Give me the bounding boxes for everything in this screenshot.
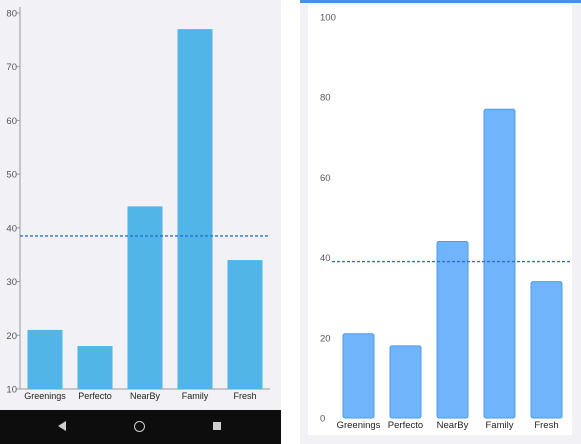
bar — [342, 333, 375, 419]
nav-recents-button[interactable] — [197, 410, 237, 444]
x-tick-label: NearBy — [437, 420, 469, 431]
x-tick-label: NearBy — [130, 391, 161, 401]
y-tick-label: 10 — [6, 385, 17, 396]
bar — [127, 206, 163, 389]
x-tick-label: Fresh — [534, 420, 558, 431]
bar — [483, 108, 516, 419]
nav-home-button[interactable] — [120, 410, 160, 444]
y-tick-label: 20 — [320, 333, 331, 344]
y-tick-label: 30 — [6, 277, 17, 288]
nav-back-button[interactable] — [43, 410, 83, 444]
chart-card: 0 20 40 60 80 100 Greenings Perfecto NearBy Famil… — [308, 5, 572, 435]
y-tick-label: 50 — [6, 170, 17, 181]
recents-square-icon — [213, 422, 221, 430]
android-nav-bar — [0, 410, 281, 444]
y-tick-label: 0 — [320, 414, 325, 425]
right-screen: 0 20 40 60 80 100 Greenings Perfecto NearBy Famil… — [300, 0, 581, 444]
x-tick-label: Perfecto — [78, 391, 112, 401]
bar — [389, 345, 422, 419]
left-bar-chart: 10 20 30 40 50 60 70 80 Greenings Perfecto NearBy F… — [6, 7, 270, 401]
right-bar-chart: 0 20 40 60 80 100 Greenings Perfecto NearBy Famil… — [320, 13, 570, 431]
y-tick-label: 40 — [6, 223, 17, 234]
bar — [27, 329, 63, 389]
x-tick-label: Greenings — [24, 391, 66, 401]
bar — [227, 260, 263, 389]
x-tick-label: Fresh — [233, 391, 256, 401]
x-tick-label: Greenings — [337, 420, 381, 431]
x-tick-label: Perfecto — [388, 420, 423, 431]
y-tick-label: 60 — [6, 116, 17, 127]
bar — [177, 29, 213, 389]
y-tick-label: 70 — [6, 62, 17, 73]
y-tick-label: 100 — [320, 13, 336, 24]
y-tick-label: 40 — [320, 253, 331, 264]
x-tick-label: Family — [182, 391, 209, 401]
bar — [436, 241, 469, 419]
back-triangle-icon — [58, 421, 66, 431]
bar — [77, 346, 113, 389]
bar — [530, 281, 563, 419]
y-tick-label: 80 — [6, 9, 17, 20]
home-circle-icon — [134, 421, 145, 432]
y-tick-label: 20 — [6, 331, 17, 342]
y-tick-label: 60 — [320, 173, 331, 184]
y-tick-label: 80 — [320, 93, 331, 104]
left-screen: 10 20 30 40 50 60 70 80 Greenings Perfecto NearBy F… — [0, 0, 281, 444]
top-accent-line — [300, 0, 581, 3]
x-tick-label: Family — [486, 420, 514, 431]
